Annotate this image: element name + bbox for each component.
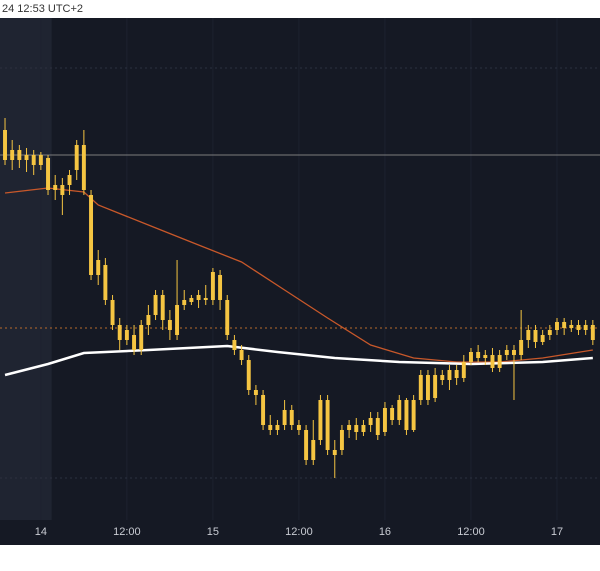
candle-body (576, 325, 581, 330)
chart-background (0, 18, 600, 545)
candle-body (3, 130, 7, 160)
candle-body (89, 195, 94, 275)
candle-body (110, 300, 115, 325)
candle-body (46, 158, 50, 190)
candle-body (218, 275, 223, 300)
candle-body (476, 352, 481, 358)
candle-body (182, 300, 187, 305)
candle-body (103, 265, 108, 300)
moving-average (4, 344, 593, 377)
candle-body (117, 325, 122, 340)
candle-body (325, 400, 330, 450)
candle-body (239, 350, 244, 360)
x-tick-label: 15 (207, 526, 219, 538)
candle-body (447, 370, 452, 380)
candle-body (268, 425, 273, 430)
candle-body (275, 425, 280, 430)
candle-body (368, 418, 373, 425)
candle-body (375, 418, 380, 435)
candle-body (153, 295, 158, 315)
candle-body (311, 440, 316, 460)
candle-body (81, 145, 86, 190)
x-tick-label: 12:00 (285, 526, 313, 538)
candle-body (361, 425, 366, 432)
session-shade (0, 18, 52, 520)
x-tick-label: 12:00 (113, 526, 141, 538)
candle-body (397, 400, 402, 420)
candle-body (196, 295, 201, 300)
candle-body (404, 400, 409, 430)
candle-body (74, 145, 79, 170)
candle-body (10, 150, 15, 160)
candle-body (67, 175, 72, 185)
candle-body (454, 370, 459, 378)
candle-body (253, 390, 258, 395)
candle-body (225, 300, 230, 335)
candle-body (533, 330, 538, 342)
candle-body (246, 360, 251, 390)
candle-body (139, 325, 144, 350)
candle-body (132, 335, 137, 350)
candle-body (232, 340, 237, 350)
candle-body (318, 400, 323, 440)
candle-body (497, 355, 502, 368)
candle-body (519, 340, 524, 355)
candle-body (296, 425, 301, 430)
candle-body (261, 395, 266, 425)
candle-body (433, 375, 438, 398)
candle-body (440, 375, 445, 380)
candle-body (382, 408, 387, 432)
candle-body (203, 298, 208, 300)
candle-body (461, 362, 466, 378)
candle-body (189, 298, 194, 302)
candle-body (60, 185, 65, 195)
candle-body (289, 410, 294, 425)
candle-body (53, 185, 58, 190)
candle-body (210, 272, 215, 300)
candle-body (425, 375, 430, 400)
candle-body (38, 155, 43, 165)
candle-body (411, 400, 416, 430)
candle-body (390, 408, 395, 420)
candle-body (562, 322, 567, 328)
candle-body (590, 325, 595, 340)
x-tick-label: 17 (551, 526, 563, 538)
candle-body (24, 155, 29, 160)
candle-body (96, 260, 101, 275)
candle-body (526, 330, 531, 340)
candle-body (124, 330, 129, 340)
candle-body (569, 325, 574, 328)
candle-body (540, 335, 545, 342)
candle-body (146, 315, 151, 325)
candle-body (282, 410, 287, 425)
candle-body (547, 330, 552, 335)
candle-body (555, 322, 559, 330)
candle-body (31, 155, 36, 165)
candle-body (167, 320, 172, 330)
candle-body (175, 305, 180, 335)
candle-body (354, 425, 359, 432)
candle-body (512, 350, 516, 355)
candle-body (490, 355, 495, 368)
x-tick-label: 16 (379, 526, 391, 538)
x-tick-label: 14 (35, 526, 47, 538)
candle-body (339, 430, 344, 450)
candle-body (160, 295, 165, 320)
x-tick-label: 12:00 (457, 526, 485, 538)
candle-body (17, 150, 22, 160)
candle-body (583, 325, 588, 330)
candle-body (304, 430, 309, 460)
candle-body (347, 425, 352, 430)
timestamp: 24 12:53 UTC+2 (2, 3, 83, 15)
candle-body (418, 375, 423, 400)
candle-body (468, 352, 473, 362)
candle-body (332, 450, 337, 455)
candle-body (504, 350, 509, 355)
candle-body (483, 355, 488, 358)
